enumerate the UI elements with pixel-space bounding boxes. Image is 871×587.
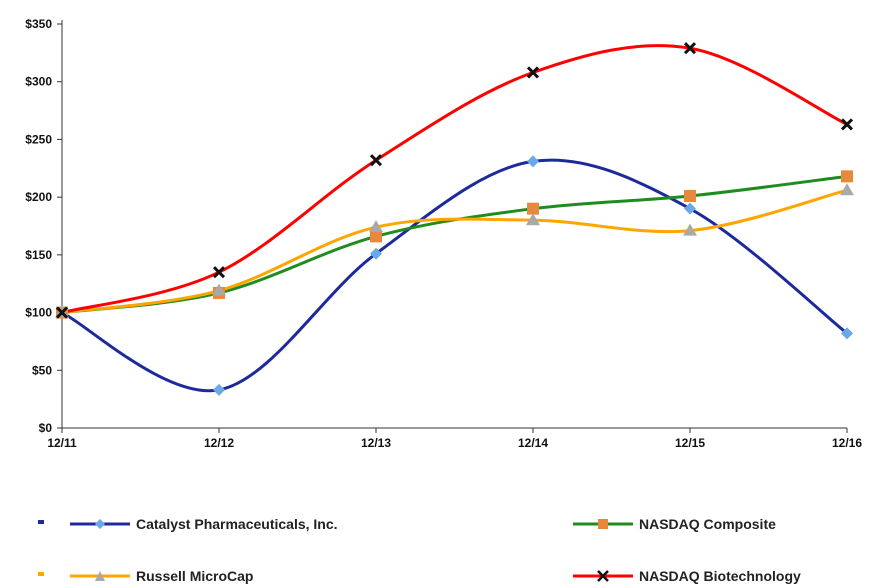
x-tick-label: 12/15 [675,436,705,450]
data-point-s1-3 [527,203,539,215]
x-tick-label: 12/13 [361,436,391,450]
data-point-s1-4 [684,190,696,202]
y-tick-label: $100 [25,306,52,320]
y-tick-label: $0 [39,421,53,435]
y-tick-label: $150 [25,248,52,262]
x-tick-label: 12/11 [47,436,77,450]
data-point-s1-2 [370,230,382,242]
x-tick-label: 12/14 [518,436,548,450]
y-tick-label: $200 [25,190,52,204]
data-point-s3-5 [842,119,852,129]
y-tick-label: $250 [25,132,52,146]
data-point-s0-3 [527,155,539,167]
data-point-s3-1 [214,267,224,277]
series-line-3 [62,46,847,313]
x-tick-label: 12/16 [832,436,862,450]
data-point-s0-4 [684,203,696,215]
data-point-s3-2 [371,155,381,165]
series-line-2 [62,190,847,312]
y-tick-label: $50 [32,363,52,377]
data-point-s0-1 [213,384,225,396]
data-point-s2-5 [840,183,854,195]
tick-labels: $0 $50 $100 $150 $200 $250 $300 $350 12/11 12/12 1… [25,17,862,450]
series-line-0 [62,160,847,391]
y-tick-label: $300 [25,75,52,89]
data-point-s1-5 [841,170,853,182]
x-tick-label: 12/12 [204,436,234,450]
axes [57,20,847,433]
series-lines [62,46,847,391]
y-tick-label: $350 [25,17,52,31]
